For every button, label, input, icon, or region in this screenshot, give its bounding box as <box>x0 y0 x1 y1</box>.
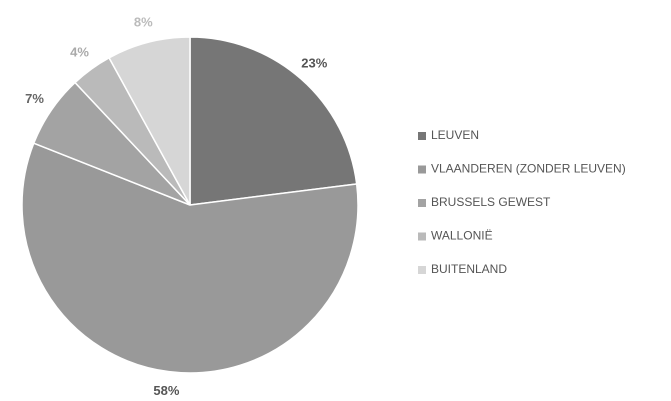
legend-swatch <box>418 165 426 174</box>
legend-label: WALLONIË <box>431 229 493 243</box>
legend-label: BRUSSELS GEWEST <box>431 195 551 209</box>
pie-slice <box>108 36 191 206</box>
data-label: 23% <box>301 55 327 70</box>
legend-label: VLAANDEREN (ZONDER LEUVEN) <box>431 162 626 176</box>
legend-swatch <box>418 232 426 241</box>
data-label: 7% <box>25 91 44 106</box>
pie-slice <box>21 142 359 374</box>
legend-label: LEUVEN <box>431 128 479 142</box>
legend-swatch <box>418 132 426 140</box>
data-label: 4% <box>70 44 89 59</box>
data-label: 8% <box>134 14 153 29</box>
legend-swatch <box>418 199 426 207</box>
pie-slice <box>189 36 358 206</box>
legend-label: BUITENLAND <box>431 262 507 276</box>
data-label: 58% <box>153 383 179 398</box>
legend-swatch <box>418 266 426 274</box>
